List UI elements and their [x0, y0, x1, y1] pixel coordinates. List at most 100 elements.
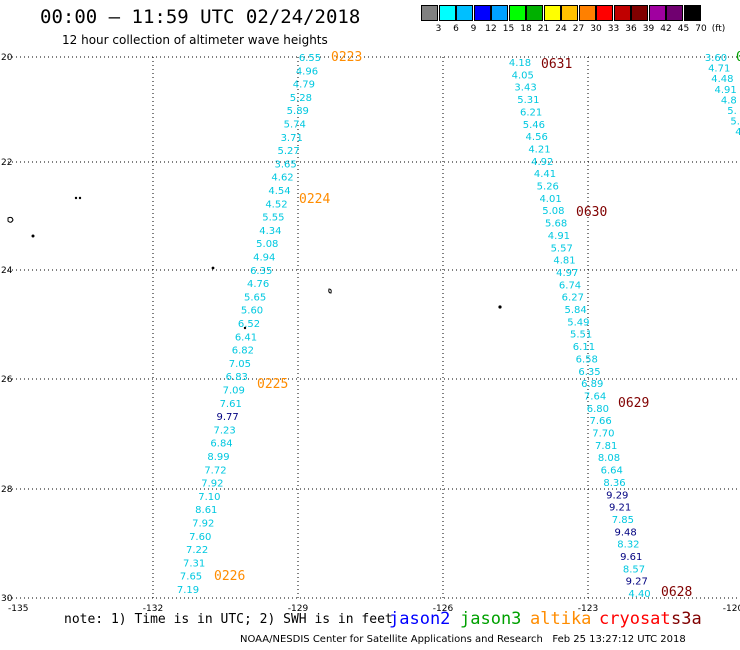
color-scale-tick: 9 [470, 24, 477, 34]
swh-value: 8.61 [195, 505, 217, 516]
swh-value: 5.89 [287, 106, 309, 117]
pass-label: 0630 [576, 205, 607, 220]
credit-line: NOAA/NESDIS Center for Satellite Applica… [240, 634, 686, 645]
color-scale-tick: 6 [453, 24, 459, 34]
island [74, 196, 78, 200]
color-swatch [578, 5, 596, 21]
island [7, 216, 14, 223]
color-scale-tick: 21 [537, 24, 550, 34]
swh-value: 6.11 [573, 342, 595, 353]
map-labels: 6.55 4.96 4.79 5.28 5.89 5.74 3.71 5.27 3.65 4.62… [177, 50, 740, 600]
swh-value: 9.61 [620, 552, 642, 563]
swh-value: 6.27 [562, 293, 584, 304]
swh-value: 7.64 [584, 391, 606, 402]
swh-value: 7.81 [595, 441, 617, 452]
swh-value: 8.08 [598, 453, 620, 464]
swh-value: 5.31 [517, 95, 539, 106]
swh-value: 4.52 [265, 199, 287, 210]
island [498, 305, 502, 309]
swh-value: 5.55 [262, 213, 284, 224]
color-swatch [683, 5, 701, 21]
swh-value: 5. [730, 117, 740, 128]
swh-value: 6.83 [226, 372, 248, 383]
color-swatch [561, 5, 578, 21]
color-swatch [526, 5, 543, 21]
color-swatch [613, 5, 631, 21]
swh-value: 4.40 [628, 589, 650, 600]
swh-value: 7.66 [589, 416, 611, 427]
pass-label: 0631 [541, 57, 572, 72]
swh-value: 4.91 [714, 85, 736, 96]
footnote: note: 1) Time is in UTC; 2) SWH is in fe… [64, 612, 393, 627]
longitude-label: -123 [578, 604, 598, 614]
color-swatch [508, 5, 526, 21]
swh-value: 6.74 [559, 280, 581, 291]
swh-value: 7.09 [223, 386, 245, 397]
swh-value: 6.89 [581, 379, 603, 390]
color-swatch [491, 5, 508, 21]
island [211, 266, 215, 270]
swh-value: 5.28 [290, 93, 312, 104]
color-swatch [666, 5, 683, 21]
swh-value: 4.56 [526, 132, 548, 143]
pass-label: 0225 [257, 377, 288, 392]
satellite-legend-s3a: s3a [671, 609, 702, 629]
swh-value: 7.31 [183, 558, 205, 569]
latitude-label: 22 [1, 158, 12, 168]
swh-value: 9.29 [606, 490, 628, 501]
swh-value: 4.71 [708, 64, 730, 75]
swh-value: 8.36 [603, 478, 625, 489]
satellite-legend-cryosat: cryosat [599, 609, 671, 629]
color-scale-tick: 3 [435, 24, 442, 34]
swh-value: 6.80 [587, 404, 609, 415]
color-scale-tick: 33 [607, 24, 620, 34]
swh-value: 6.52 [238, 319, 260, 330]
swh-value: 9.48 [615, 527, 637, 538]
swh-value: 6.84 [210, 439, 232, 450]
swh-value: 7.85 [612, 515, 634, 526]
swh-value: 4.54 [268, 186, 290, 197]
swh-value: 7.05 [229, 359, 251, 370]
swh-value: 9.27 [626, 577, 648, 588]
latitude-label: 20 [1, 53, 13, 63]
swh-value: 5.57 [551, 243, 573, 254]
swh-value: 5. [727, 106, 737, 117]
swh-value: 5.51 [570, 330, 592, 341]
swh-value: 6.58 [576, 354, 598, 365]
longitude-label: -135 [8, 604, 28, 614]
swh-value: 5.08 [542, 206, 564, 217]
pass-label: 0226 [214, 569, 245, 584]
color-scale-tick: 15 [502, 24, 515, 34]
swh-value: 6.21 [520, 107, 542, 118]
satellite-legend-jason3: jason3 [460, 609, 522, 629]
latitude-label: 24 [1, 266, 13, 276]
island [78, 196, 82, 200]
swh-value: 7.92 [201, 479, 223, 490]
swh-value: 8.32 [617, 540, 639, 551]
swh-value: 7.60 [189, 532, 211, 543]
swh-value: 4.8 [721, 95, 737, 106]
color-scale-tick: 24 [555, 24, 567, 34]
color-swatch [648, 5, 666, 21]
swh-value: 5.65 [244, 292, 266, 303]
color-swatch [596, 5, 613, 21]
swh-value: 5.60 [241, 306, 263, 317]
swh-value: 3.43 [514, 83, 536, 94]
swh-value: 4.18 [509, 58, 531, 69]
swh-value: 7.92 [192, 519, 214, 530]
color-swatch [631, 5, 648, 21]
swh-value: 8.57 [623, 564, 645, 575]
swh-value: 7.19 [177, 585, 199, 596]
swh-value: 4.91 [548, 231, 570, 242]
color-scale-tick: 18 [520, 24, 532, 34]
swh-value: 7.22 [186, 545, 208, 556]
swh-value: 6.35 [250, 266, 272, 277]
swh-value: 5.46 [523, 120, 545, 131]
longitude-label: -126 [433, 604, 454, 614]
swh-value: 4.81 [553, 256, 575, 267]
map-subtitle: 12 hour collection of altimeter wave hei… [62, 33, 328, 47]
satellite-legend-jason2: jason2 [389, 609, 451, 629]
color-scale-tick: 27 [572, 24, 585, 34]
swh-value: 3.65 [274, 159, 296, 170]
